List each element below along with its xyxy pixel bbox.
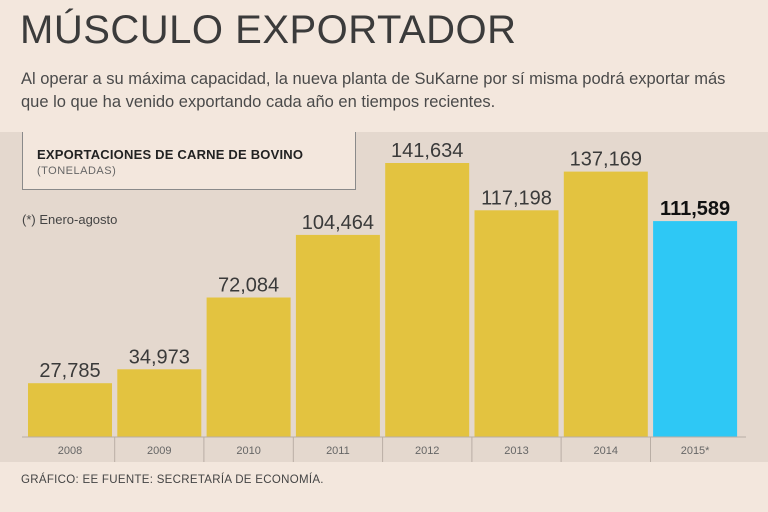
x-tick-label: 2014 [594, 445, 618, 457]
bar-2011 [295, 234, 380, 437]
bar-2014 [563, 171, 648, 437]
bar-value-label: 104,464 [302, 212, 374, 234]
bar-value-label: 111,589 [660, 198, 730, 220]
legend-box: EXPORTACIONES DE CARNE DE BOVINO (TONELA… [22, 132, 356, 190]
bar-value-label: 27,785 [39, 360, 100, 382]
legend-unit: (TONELADAS) [37, 165, 117, 177]
x-tick-label: 2015* [681, 445, 710, 457]
footnote: (*) Enero-agosto [22, 212, 118, 227]
bar-2009 [117, 369, 202, 437]
bar-2015 [653, 221, 738, 437]
x-tick-label: 2009 [147, 445, 171, 457]
bar-2008 [28, 383, 112, 437]
bar-value-label: 34,973 [129, 346, 190, 368]
x-tick-label: 2010 [236, 445, 260, 457]
bar-2013 [474, 210, 559, 437]
x-tick-label: 2012 [415, 445, 439, 457]
page-title: MÚSCULO EXPORTADOR [20, 8, 517, 52]
bar-value-label: 117,198 [481, 187, 552, 209]
bar-2010 [206, 297, 291, 437]
page-subtitle: Al operar a su máxima capacidad, la nuev… [21, 70, 726, 111]
x-tick-label: 2008 [58, 445, 82, 457]
bar-2012 [385, 163, 470, 437]
x-tick-label: 2011 [326, 445, 350, 457]
x-tick-label: 2013 [504, 445, 528, 457]
bar-value-label: 72,084 [218, 275, 279, 297]
bar-value-label: 141,634 [391, 140, 463, 162]
bar-value-label: 137,169 [570, 149, 642, 171]
legend-title: EXPORTACIONES DE CARNE DE BOVINO [37, 147, 304, 162]
source-footer: GRÁFICO: EE FUENTE: SECRETARÍA DE ECONOM… [21, 474, 324, 486]
